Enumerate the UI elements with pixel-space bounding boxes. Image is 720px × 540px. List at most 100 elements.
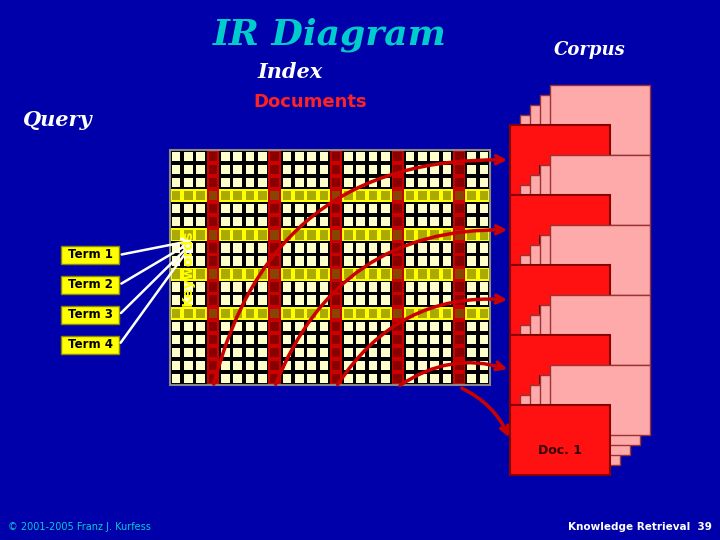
Bar (520, 325, 620, 395)
Bar (256, 202, 269, 215)
Bar (455, 295, 464, 305)
Bar (194, 346, 207, 359)
Bar (197, 321, 205, 331)
Bar (221, 152, 230, 161)
Bar (480, 374, 488, 383)
Bar (355, 228, 367, 241)
Bar (209, 361, 217, 370)
Bar (428, 372, 441, 385)
Bar (477, 189, 490, 202)
Bar (233, 230, 242, 240)
Bar (441, 320, 453, 333)
Bar (392, 372, 404, 385)
Bar (246, 282, 254, 292)
Bar (246, 152, 254, 161)
Bar (219, 241, 232, 254)
Bar (379, 320, 392, 333)
Bar (197, 361, 205, 370)
Bar (369, 348, 377, 357)
Bar (232, 372, 244, 385)
Bar (221, 295, 230, 305)
Bar (281, 176, 293, 189)
Bar (379, 176, 392, 189)
Bar (467, 191, 476, 200)
Text: Term 2: Term 2 (68, 279, 112, 292)
Bar (381, 191, 390, 200)
Bar (379, 333, 392, 346)
Bar (477, 294, 490, 307)
Bar (418, 152, 427, 161)
Bar (392, 150, 404, 163)
Bar (184, 335, 193, 344)
Bar (295, 321, 304, 331)
Bar (428, 150, 441, 163)
Bar (393, 295, 402, 305)
Bar (184, 204, 193, 213)
Bar (244, 150, 256, 163)
Bar (281, 359, 293, 372)
Bar (477, 176, 490, 189)
Bar (416, 294, 428, 307)
Bar (392, 294, 404, 307)
Bar (443, 165, 451, 174)
Bar (453, 307, 465, 320)
Bar (283, 165, 291, 174)
Bar (269, 202, 281, 215)
Bar (232, 254, 244, 267)
Bar (465, 333, 477, 346)
Bar (467, 348, 476, 357)
Bar (530, 385, 630, 455)
Bar (344, 204, 353, 213)
Bar (355, 176, 367, 189)
Bar (431, 295, 439, 305)
Bar (356, 321, 365, 331)
Bar (477, 359, 490, 372)
Bar (182, 254, 194, 267)
Bar (465, 215, 477, 228)
Bar (332, 204, 341, 213)
Bar (258, 256, 266, 266)
Bar (467, 308, 476, 318)
Bar (369, 335, 377, 344)
Bar (465, 346, 477, 359)
Bar (441, 189, 453, 202)
Bar (404, 320, 416, 333)
Bar (404, 189, 416, 202)
Bar (393, 256, 402, 266)
Bar (465, 372, 477, 385)
Bar (246, 335, 254, 344)
Bar (320, 217, 328, 226)
Bar (455, 282, 464, 292)
Bar (256, 189, 269, 202)
Bar (455, 374, 464, 383)
Bar (369, 308, 377, 318)
Bar (270, 230, 279, 240)
Bar (318, 163, 330, 176)
Bar (477, 307, 490, 320)
Bar (281, 163, 293, 176)
Bar (405, 321, 414, 331)
Bar (295, 269, 304, 279)
Bar (293, 150, 305, 163)
Bar (344, 178, 353, 187)
Bar (244, 307, 256, 320)
Bar (428, 346, 441, 359)
Bar (405, 374, 414, 383)
Bar (342, 215, 355, 228)
Bar (416, 215, 428, 228)
Bar (416, 346, 428, 359)
Bar (270, 178, 279, 187)
Bar (233, 295, 242, 305)
Bar (318, 320, 330, 333)
Bar (295, 308, 304, 318)
Bar (467, 178, 476, 187)
Bar (367, 294, 379, 307)
Bar (332, 191, 341, 200)
Bar (318, 241, 330, 254)
Bar (207, 241, 219, 254)
Bar (305, 215, 318, 228)
Text: Doc. 3: Doc. 3 (538, 304, 582, 317)
Bar (281, 333, 293, 346)
Bar (307, 361, 316, 370)
Text: © 2001-2005 Franz J. Kurfess: © 2001-2005 Franz J. Kurfess (8, 522, 151, 532)
